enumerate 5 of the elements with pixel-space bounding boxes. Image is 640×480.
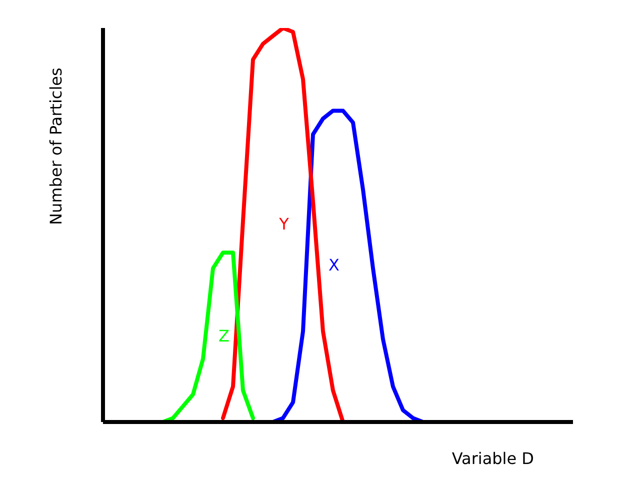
series-label: Y	[278, 214, 290, 234]
series-label: X	[328, 256, 340, 275]
y-axis-title: Number of Particles	[46, 68, 66, 225]
series-label: Z	[218, 326, 230, 346]
x-axis-title: Variable D	[452, 449, 534, 468]
